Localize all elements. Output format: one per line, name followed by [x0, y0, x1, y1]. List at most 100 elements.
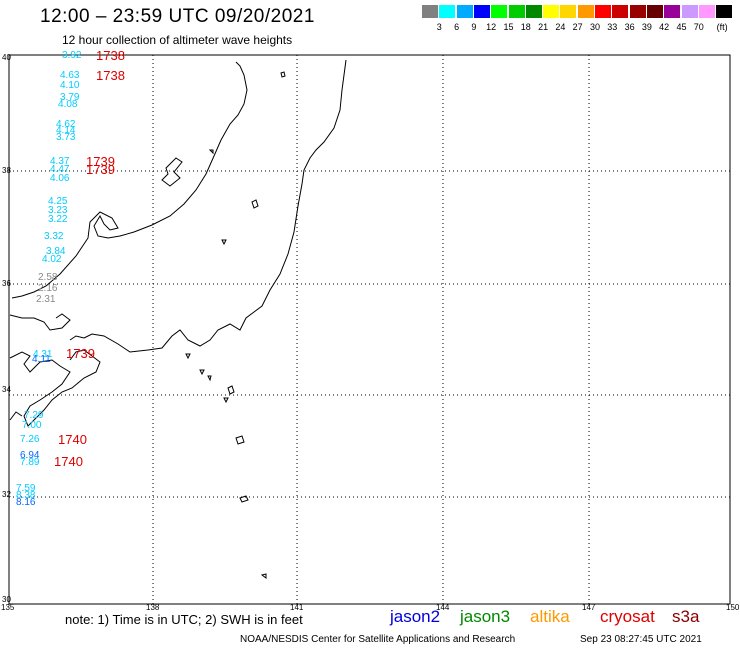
latitude-tick: 30 [2, 595, 11, 604]
pass-time: 1739 [86, 154, 115, 169]
longitude-tick: 138 [146, 603, 160, 612]
swh-value: 7.00 [22, 420, 42, 431]
islet-d [221, 239, 227, 246]
swh-value: 2.31 [36, 294, 56, 305]
legend-swatch [595, 5, 611, 18]
generated-timestamp: Sep 23 08:27:45 UTC 2021 [580, 634, 702, 645]
legend-swatch [491, 5, 508, 18]
swh-value: 7.59 [16, 483, 36, 494]
hachijo-island [235, 435, 245, 445]
swh-value: 4.62 [56, 119, 76, 130]
legend-label: 42 [659, 22, 670, 32]
swh-value: 4.11 [32, 354, 51, 365]
islet-a [280, 71, 286, 78]
legend-label: 9 [471, 22, 477, 32]
swh-value: 3.84 [46, 246, 66, 257]
izu-island-a [223, 397, 229, 404]
swh-value: 4.37 [50, 156, 70, 167]
swh-value: 3.92 [62, 50, 82, 61]
legend-label: 21 [538, 22, 549, 32]
legend-label: 39 [641, 22, 652, 32]
honshu-coastline [9, 59, 347, 353]
izu-island-c [260, 573, 267, 579]
swh-value: 4.14 [56, 125, 76, 136]
islet-b [208, 149, 214, 155]
pass-time: 1738 [96, 68, 125, 83]
swh-value: 7.26 [20, 434, 40, 445]
legend-label: 27 [572, 22, 583, 32]
legend-label: 36 [624, 22, 635, 32]
swh-value: 4.47 [50, 164, 70, 175]
islet-f [199, 369, 205, 376]
legend-swatch [543, 5, 560, 18]
legend-swatch [698, 5, 715, 18]
satellite-name: altika [530, 607, 570, 626]
legend-swatch [473, 5, 490, 18]
legend-swatch [525, 5, 542, 18]
latitude-tick: 32 [2, 490, 11, 499]
legend-swatch [560, 5, 577, 18]
legend-swatch [681, 5, 698, 18]
legend-label: 12 [486, 22, 497, 32]
legend-label: 30 [589, 22, 601, 32]
legend-swatch [508, 5, 525, 18]
legend-label: (ft) [716, 22, 728, 32]
sado-island [161, 157, 183, 187]
legend-swatch [456, 5, 473, 18]
legend-label: 6 [454, 22, 460, 32]
legend-label: 18 [520, 22, 531, 32]
legend-label: 3 [436, 22, 442, 32]
latitude-tick: 40 [2, 53, 11, 62]
swh-value: 4.10 [60, 80, 80, 91]
swh-value: 4.08 [58, 99, 78, 110]
swh-value: 3.73 [56, 132, 76, 143]
islet-c [207, 375, 212, 382]
western-coastline [9, 349, 101, 427]
legend-label: 45 [676, 22, 687, 32]
swh-value: 2.16 [38, 283, 58, 294]
swh-value: 3.32 [44, 231, 64, 242]
inland-lake [251, 199, 259, 209]
oshima-island [227, 385, 235, 395]
satellite-name: jason2 [390, 607, 441, 626]
swh-value: 7.29 [24, 410, 44, 421]
legend-label: 70 [693, 22, 704, 32]
swh-value: 7.89 [20, 457, 40, 468]
longitude-tick: 144 [436, 603, 450, 612]
islet-e [185, 353, 191, 360]
pass-time: 1738 [96, 48, 125, 63]
swh-value: 4.02 [42, 254, 62, 265]
longitude-tick: 147 [582, 603, 596, 612]
longitude-tick: 135 [1, 603, 15, 612]
longitude-tick: 141 [290, 603, 304, 612]
pass-time: 1739 [86, 162, 115, 177]
satellite-name: s3a [672, 607, 700, 626]
swh-value: 8.38 [16, 490, 36, 501]
swh-value: 4.06 [50, 173, 70, 184]
lat-lon-grid [9, 55, 730, 604]
swh-value: 4.31 [33, 349, 53, 360]
map-title: 12:00 – 23:59 UTC 09/20/2021 [40, 6, 315, 27]
credit-line: NOAA/NESDIS Center for Satellite Applica… [240, 634, 516, 645]
legend-swatch [577, 5, 594, 18]
pass-time: 1739 [66, 346, 95, 361]
swh-value: 3.23 [48, 205, 68, 216]
swh-value: 8.16 [16, 497, 36, 508]
satellite-name: jason3 [460, 607, 511, 626]
legend-swatch [422, 5, 438, 18]
latitude-tick: 38 [2, 166, 11, 175]
latitude-tick: 36 [2, 279, 11, 288]
legend-label: 15 [503, 22, 514, 32]
swh-value: 4.25 [48, 196, 68, 207]
pass-time: 1740 [54, 454, 83, 469]
map-frame [8, 54, 731, 605]
shikoku-coastline [69, 335, 85, 341]
satellite-name: cryosat [600, 607, 655, 626]
swh-value: 6.94 [20, 450, 40, 461]
legend-swatch [716, 5, 733, 18]
izu-island-b [239, 495, 249, 503]
latitude-tick: 34 [2, 385, 11, 394]
footer-note: note: 1) Time is in UTC; 2) SWH is in fe… [65, 612, 303, 627]
legend-label: 24 [555, 22, 566, 32]
pass-time: 1740 [58, 432, 87, 447]
